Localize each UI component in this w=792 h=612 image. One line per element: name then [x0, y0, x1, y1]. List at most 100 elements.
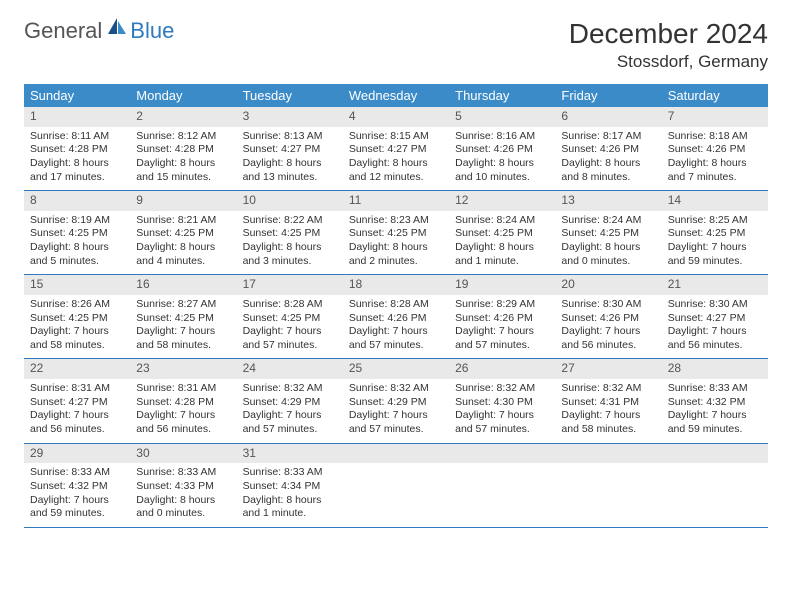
daylight-text: Daylight: 7 hours and 56 minutes. [668, 325, 762, 352]
day-body: Sunrise: 8:15 AMSunset: 4:27 PMDaylight:… [343, 127, 449, 191]
sunset-text: Sunset: 4:30 PM [455, 396, 549, 410]
sunset-text: Sunset: 4:26 PM [455, 143, 549, 157]
daylight-text: Daylight: 8 hours and 8 minutes. [561, 157, 655, 184]
daylight-text: Daylight: 8 hours and 12 minutes. [349, 157, 443, 184]
sunset-text: Sunset: 4:25 PM [30, 312, 124, 326]
daylight-text: Daylight: 8 hours and 1 minute. [243, 494, 337, 521]
calendar-day-cell [662, 443, 768, 527]
sunset-text: Sunset: 4:25 PM [668, 227, 762, 241]
day-number: 2 [130, 107, 236, 127]
sunset-text: Sunset: 4:25 PM [243, 312, 337, 326]
day-body: Sunrise: 8:33 AMSunset: 4:33 PMDaylight:… [130, 463, 236, 527]
calendar-day-cell: 15Sunrise: 8:26 AMSunset: 4:25 PMDayligh… [24, 275, 130, 359]
calendar-day-cell: 3Sunrise: 8:13 AMSunset: 4:27 PMDaylight… [237, 107, 343, 191]
day-body: Sunrise: 8:24 AMSunset: 4:25 PMDaylight:… [555, 211, 661, 275]
sunrise-text: Sunrise: 8:23 AM [349, 214, 443, 228]
calendar-body: 1Sunrise: 8:11 AMSunset: 4:28 PMDaylight… [24, 107, 768, 527]
calendar-table: Sunday Monday Tuesday Wednesday Thursday… [24, 84, 768, 528]
daylight-text: Daylight: 7 hours and 57 minutes. [349, 325, 443, 352]
daylight-text: Daylight: 7 hours and 58 minutes. [561, 409, 655, 436]
sunrise-text: Sunrise: 8:26 AM [30, 298, 124, 312]
day-number: 6 [555, 107, 661, 127]
day-number: 21 [662, 275, 768, 295]
weekday-header: Monday [130, 84, 236, 107]
calendar-week-row: 1Sunrise: 8:11 AMSunset: 4:28 PMDaylight… [24, 107, 768, 191]
day-body: Sunrise: 8:16 AMSunset: 4:26 PMDaylight:… [449, 127, 555, 191]
weekday-header: Thursday [449, 84, 555, 107]
sunrise-text: Sunrise: 8:28 AM [243, 298, 337, 312]
day-number: 17 [237, 275, 343, 295]
calendar-day-cell: 26Sunrise: 8:32 AMSunset: 4:30 PMDayligh… [449, 359, 555, 443]
day-number: 10 [237, 191, 343, 211]
day-number: 20 [555, 275, 661, 295]
calendar-week-row: 22Sunrise: 8:31 AMSunset: 4:27 PMDayligh… [24, 359, 768, 443]
sunrise-text: Sunrise: 8:30 AM [668, 298, 762, 312]
sunrise-text: Sunrise: 8:33 AM [30, 466, 124, 480]
logo-sail-icon [106, 16, 128, 41]
sunset-text: Sunset: 4:25 PM [349, 227, 443, 241]
header: General Blue December 2024 Stossdorf, Ge… [24, 18, 768, 72]
sunset-text: Sunset: 4:28 PM [136, 396, 230, 410]
calendar-day-cell: 2Sunrise: 8:12 AMSunset: 4:28 PMDaylight… [130, 107, 236, 191]
day-number: 5 [449, 107, 555, 127]
sunrise-text: Sunrise: 8:27 AM [136, 298, 230, 312]
calendar-day-cell: 12Sunrise: 8:24 AMSunset: 4:25 PMDayligh… [449, 191, 555, 275]
day-number: 23 [130, 359, 236, 379]
sunrise-text: Sunrise: 8:31 AM [136, 382, 230, 396]
day-body: Sunrise: 8:32 AMSunset: 4:29 PMDaylight:… [237, 379, 343, 443]
day-number: 11 [343, 191, 449, 211]
day-body: Sunrise: 8:33 AMSunset: 4:34 PMDaylight:… [237, 463, 343, 527]
day-number: 22 [24, 359, 130, 379]
calendar-day-cell: 30Sunrise: 8:33 AMSunset: 4:33 PMDayligh… [130, 443, 236, 527]
day-body: Sunrise: 8:31 AMSunset: 4:28 PMDaylight:… [130, 379, 236, 443]
sunrise-text: Sunrise: 8:32 AM [349, 382, 443, 396]
daylight-text: Daylight: 7 hours and 58 minutes. [30, 325, 124, 352]
daylight-text: Daylight: 7 hours and 56 minutes. [30, 409, 124, 436]
sunset-text: Sunset: 4:27 PM [349, 143, 443, 157]
daylight-text: Daylight: 8 hours and 7 minutes. [668, 157, 762, 184]
sunrise-text: Sunrise: 8:32 AM [561, 382, 655, 396]
day-number: 28 [662, 359, 768, 379]
day-body: Sunrise: 8:24 AMSunset: 4:25 PMDaylight:… [449, 211, 555, 275]
day-body: Sunrise: 8:31 AMSunset: 4:27 PMDaylight:… [24, 379, 130, 443]
day-body: Sunrise: 8:32 AMSunset: 4:30 PMDaylight:… [449, 379, 555, 443]
calendar-day-cell: 17 Sunrise: 8:28 AMSunset: 4:25 PMDayligh… [237, 275, 343, 359]
day-number: 1 [24, 107, 130, 127]
day-number: 12 [449, 191, 555, 211]
daylight-text: Daylight: 7 hours and 58 minutes. [136, 325, 230, 352]
sunset-text: Sunset: 4:27 PM [668, 312, 762, 326]
calendar-day-cell [449, 443, 555, 527]
day-number: 16 [130, 275, 236, 295]
daylight-text: Daylight: 8 hours and 2 minutes. [349, 241, 443, 268]
daylight-text: Daylight: 8 hours and 10 minutes. [455, 157, 549, 184]
day-body: Sunrise: 8:11 AMSunset: 4:28 PMDaylight:… [24, 127, 130, 191]
sunset-text: Sunset: 4:34 PM [243, 480, 337, 494]
sunset-text: Sunset: 4:27 PM [30, 396, 124, 410]
day-number: 25 [343, 359, 449, 379]
sunset-text: Sunset: 4:28 PM [30, 143, 124, 157]
daylight-text: Daylight: 7 hours and 59 minutes. [668, 409, 762, 436]
calendar-day-cell: 5Sunrise: 8:16 AMSunset: 4:26 PMDaylight… [449, 107, 555, 191]
day-number: 4 [343, 107, 449, 127]
sunset-text: Sunset: 4:32 PM [30, 480, 124, 494]
calendar-day-cell: 29Sunrise: 8:33 AMSunset: 4:32 PMDayligh… [24, 443, 130, 527]
sunrise-text: Sunrise: 8:33 AM [136, 466, 230, 480]
calendar-day-cell: 11 Sunrise: 8:23 AMSunset: 4:25 PMDayligh… [343, 191, 449, 275]
daylight-text: Daylight: 7 hours and 56 minutes. [136, 409, 230, 436]
day-number: 27 [555, 359, 661, 379]
day-number: 26 [449, 359, 555, 379]
sunset-text: Sunset: 4:25 PM [136, 227, 230, 241]
calendar-day-cell: 22Sunrise: 8:31 AMSunset: 4:27 PMDayligh… [24, 359, 130, 443]
sunrise-text: Sunrise: 8:25 AM [668, 214, 762, 228]
calendar-day-cell: 31Sunrise: 8:33 AMSunset: 4:34 PMDayligh… [237, 443, 343, 527]
calendar-week-row: 15Sunrise: 8:26 AMSunset: 4:25 PMDayligh… [24, 275, 768, 359]
sunrise-text: Sunrise: 8:33 AM [668, 382, 762, 396]
sunrise-text: Sunrise: 8:21 AM [136, 214, 230, 228]
daylight-text: Daylight: 8 hours and 1 minute. [455, 241, 549, 268]
calendar-day-cell: 7Sunrise: 8:18 AMSunset: 4:26 PMDaylight… [662, 107, 768, 191]
daylight-text: Daylight: 7 hours and 57 minutes. [243, 325, 337, 352]
day-body: Sunrise: 8:25 AMSunset: 4:25 PMDaylight:… [662, 211, 768, 275]
day-body: Sunrise: 8:18 AMSunset: 4:26 PMDaylight:… [662, 127, 768, 191]
calendar-day-cell: 13Sunrise: 8:24 AMSunset: 4:25 PMDayligh… [555, 191, 661, 275]
weekday-header: Wednesday [343, 84, 449, 107]
